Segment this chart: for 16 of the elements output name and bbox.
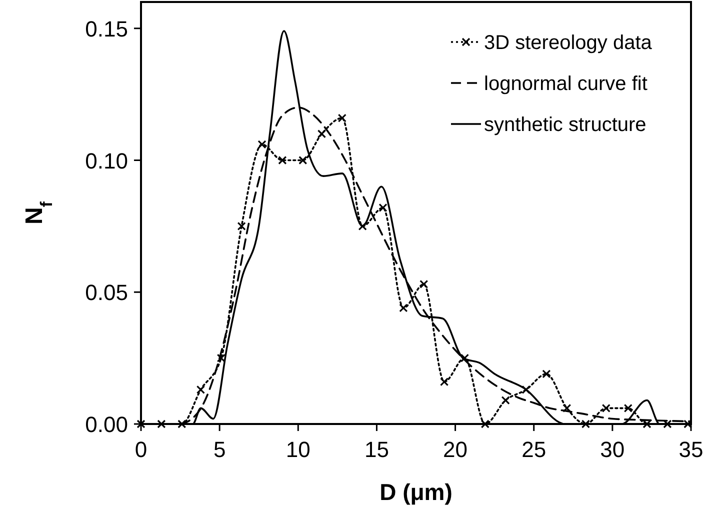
x-tick-label: 20	[443, 437, 468, 462]
x-axis-title: D (μm)	[380, 479, 452, 505]
x-tick-label: 0	[134, 437, 148, 462]
y-tick-label: 0.15	[85, 16, 128, 42]
legend-label: synthetic structure	[484, 114, 646, 136]
x-tick-label: 5	[213, 437, 226, 462]
x-tick-label: 30	[600, 437, 625, 462]
y-tick-label: 0.05	[85, 280, 128, 306]
legend-label: lognormal curve fit	[484, 73, 648, 95]
x-tick-label: 25	[522, 437, 546, 462]
x-tick-label: 15	[364, 437, 389, 462]
x-tick-label: 35	[678, 437, 704, 462]
legend-label: 3D stereology data	[484, 32, 653, 54]
y-tick-label: 0.10	[85, 148, 128, 174]
x-tick-label: 10	[286, 437, 310, 462]
y-tick-label: 0.00	[85, 412, 128, 437]
